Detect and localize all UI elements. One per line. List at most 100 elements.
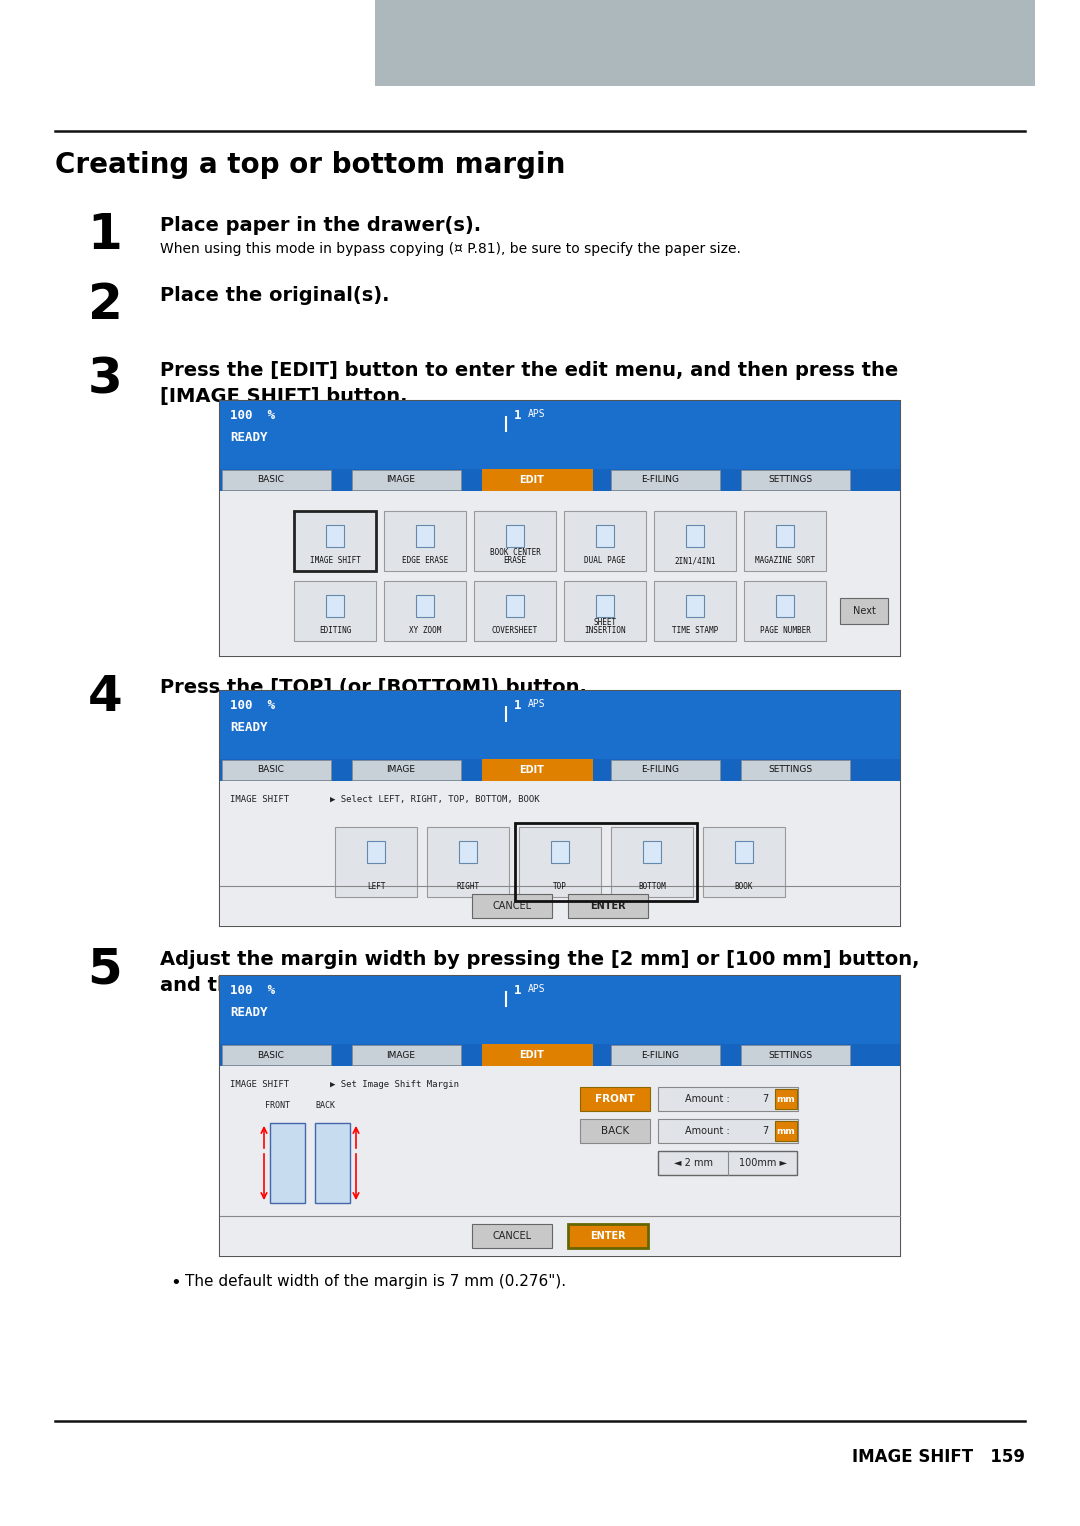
Bar [472,894,552,919]
Bar [658,1087,798,1111]
Text: ERASE: ERASE [503,555,527,565]
Text: Place paper in the drawer(s).: Place paper in the drawer(s). [160,217,481,235]
Text: 100  %: 100 % [230,699,275,713]
Bar [222,760,330,780]
Text: DUAL PAGE: DUAL PAGE [584,555,625,565]
Bar [220,758,900,781]
Text: 1: 1 [87,211,122,259]
Text: [IMAGE SHIFT] button.: [IMAGE SHIFT] button. [160,388,407,406]
Text: Adjust the margin width by pressing the [2 mm] or [100 mm] button,: Adjust the margin width by pressing the … [160,951,919,969]
Text: •: • [170,1274,180,1293]
Text: READY: READY [230,1006,268,1019]
Bar [375,0,1035,85]
Text: 2: 2 [87,281,122,330]
Text: ENTER: ENTER [590,900,625,911]
Bar [220,691,900,926]
Bar [352,1045,460,1065]
Bar [596,525,615,546]
Bar [654,511,735,571]
Bar [220,977,900,1256]
Bar [519,827,600,897]
Bar [777,595,794,617]
Text: IMAGE SHIFT: IMAGE SHIFT [230,795,289,804]
Text: RIGHT: RIGHT [457,882,480,891]
Bar [703,827,785,897]
Bar [564,581,646,641]
Text: 100  %: 100 % [230,409,275,423]
Bar [352,470,460,490]
Text: Amount :: Amount : [685,1126,730,1135]
Bar [270,1123,305,1202]
Bar [777,525,794,546]
Bar [744,511,826,571]
Text: BOTTOM: BOTTOM [638,882,666,891]
Bar [568,894,648,919]
Text: EDIT: EDIT [519,765,544,775]
Bar [335,827,417,897]
Bar [744,581,826,641]
Text: 2IN1/4IN1: 2IN1/4IN1 [674,555,716,565]
Text: Press the [EDIT] button to enter the edit menu, and then press the: Press the [EDIT] button to enter the edi… [160,362,899,380]
Text: SETTINGS: SETTINGS [768,476,812,484]
Text: Place the original(s).: Place the original(s). [160,285,390,305]
Text: mm: mm [777,1126,795,1135]
Bar [580,1087,650,1111]
Bar [459,841,477,864]
Text: E-FILING: E-FILING [642,1050,679,1059]
Text: 1: 1 [514,409,521,423]
Bar [474,581,556,641]
Text: BASIC: BASIC [257,476,284,484]
Text: EDGE ERASE: EDGE ERASE [402,555,448,565]
Bar [840,598,888,624]
Bar [222,470,330,490]
Text: EDIT: EDIT [519,475,544,485]
Text: FRONT: FRONT [595,1094,635,1103]
Text: IMAGE: IMAGE [386,766,415,775]
Text: SETTINGS: SETTINGS [768,1050,812,1059]
Bar [507,595,524,617]
Text: BOOK CENTER: BOOK CENTER [489,548,540,557]
Text: IMAGE: IMAGE [386,476,415,484]
Bar [775,1122,797,1141]
Bar [220,781,900,926]
Bar [482,468,593,491]
Bar [427,827,509,897]
Text: 4: 4 [87,673,122,720]
Text: 5: 5 [87,945,122,993]
Bar [596,595,615,617]
Text: XY ZOOM: XY ZOOM [409,626,442,635]
Bar [220,491,900,656]
Bar [611,760,720,780]
Bar [686,595,704,617]
Text: CANCEL: CANCEL [492,1231,531,1241]
Bar [220,977,900,1044]
Text: SHEET: SHEET [593,618,617,627]
Bar [775,1090,797,1109]
Bar [482,758,593,781]
Bar [741,760,850,780]
Bar [658,1119,798,1143]
Text: FRONT: FRONT [265,1100,291,1109]
Bar [384,511,465,571]
Bar [220,1067,900,1256]
Text: APS: APS [528,984,545,993]
Text: BASIC: BASIC [257,1050,284,1059]
Bar [611,1045,720,1065]
Text: IMAGE SHIFT: IMAGE SHIFT [310,555,361,565]
Text: Creating a top or bottom margin: Creating a top or bottom margin [55,151,565,179]
Bar [611,470,720,490]
Text: E-FILING: E-FILING [642,476,679,484]
Text: 100  %: 100 % [230,984,275,996]
Text: mm: mm [777,1094,795,1103]
Bar [482,1044,593,1067]
Text: ▶ Select LEFT, RIGHT, TOP, BOTTOM, BOOK: ▶ Select LEFT, RIGHT, TOP, BOTTOM, BOOK [330,795,540,804]
Text: IMAGE: IMAGE [386,1050,415,1059]
Text: IMAGE SHIFT   159: IMAGE SHIFT 159 [852,1448,1025,1466]
Bar [220,468,900,491]
Text: 7: 7 [761,1126,768,1135]
Text: MAGAZINE SORT: MAGAZINE SORT [755,555,815,565]
Text: 7: 7 [761,1094,768,1103]
Text: INSERTION: INSERTION [584,626,625,635]
Text: ENTER: ENTER [590,1231,625,1241]
Bar [551,841,569,864]
